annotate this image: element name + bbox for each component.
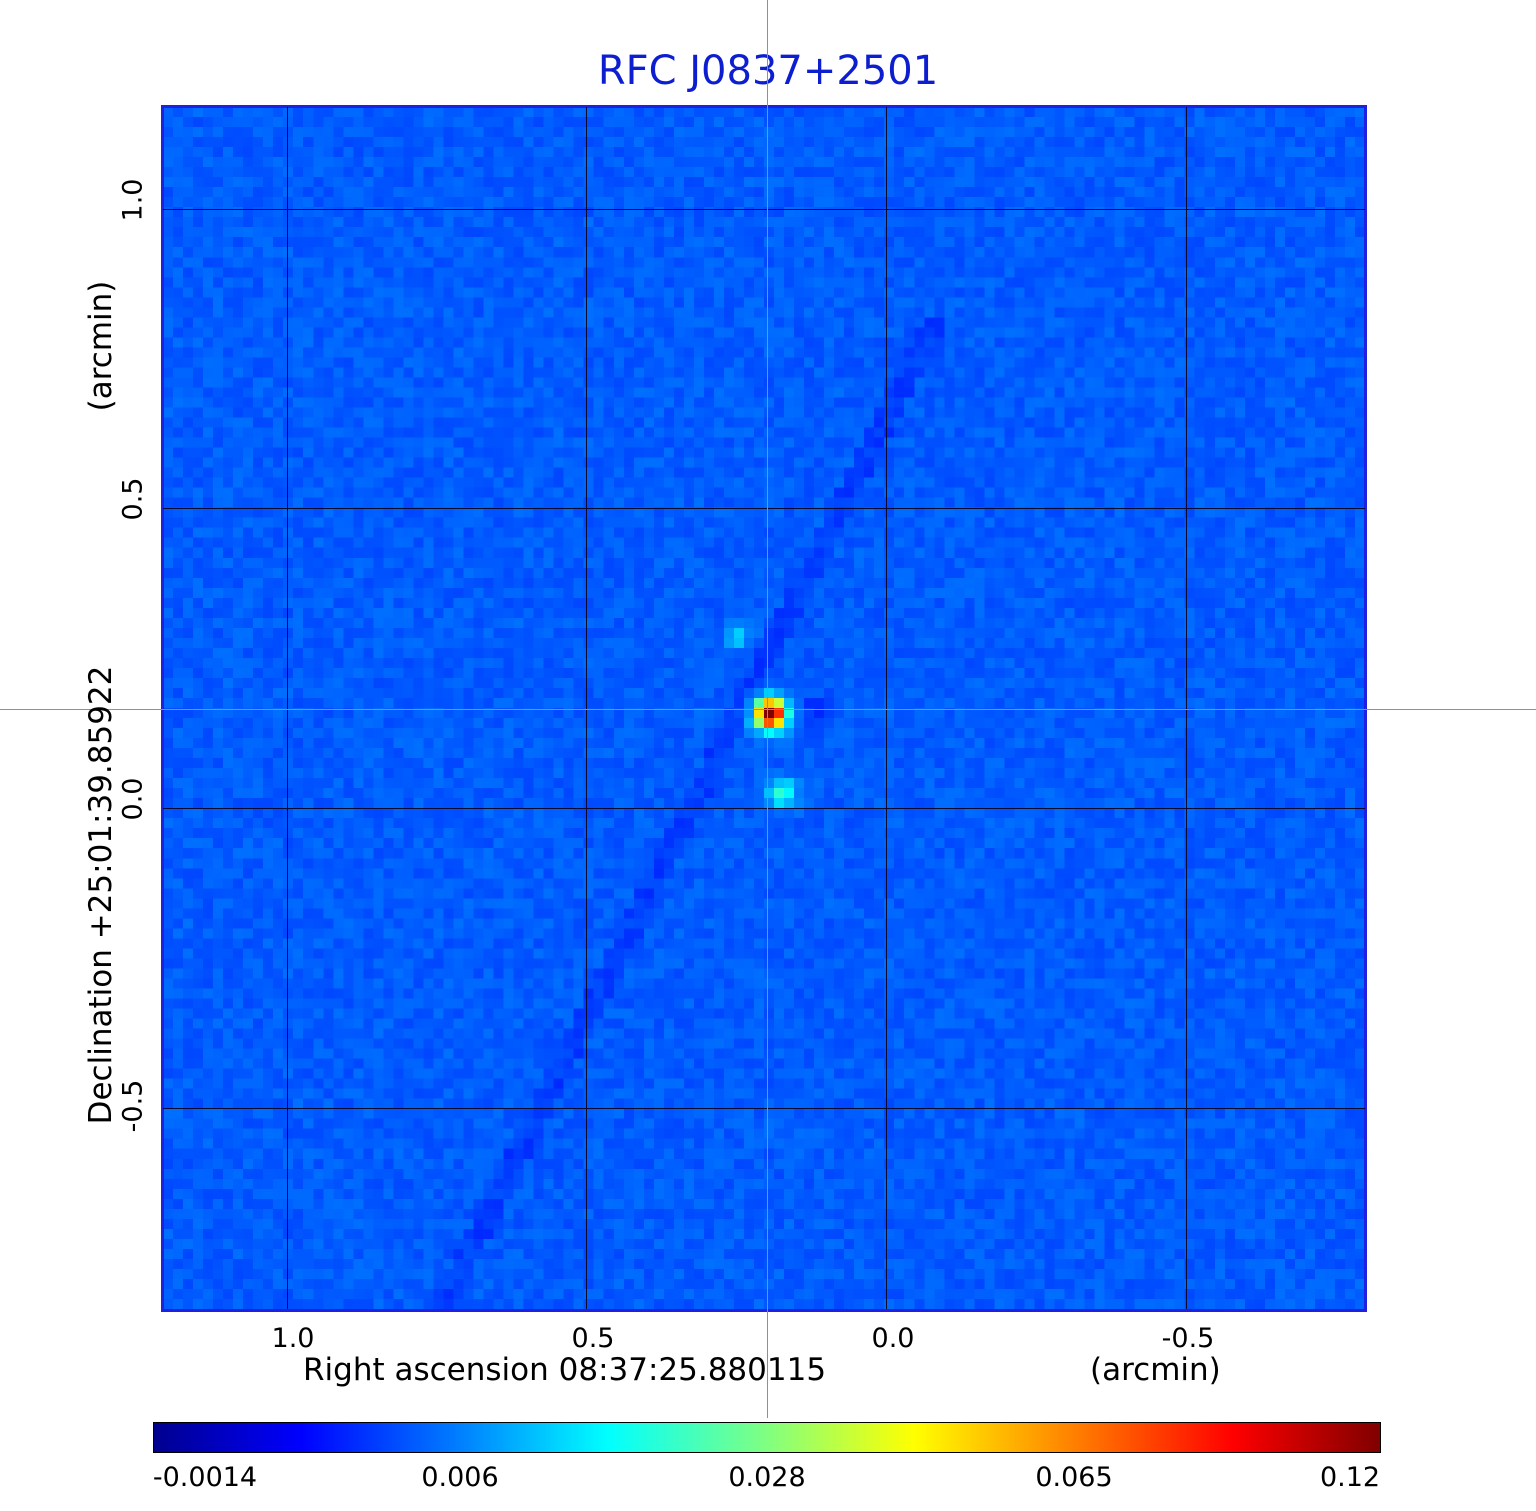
colorbar-tick-label: 0.12: [1319, 1462, 1381, 1493]
grid-line-dec-1.0: [163, 209, 1365, 210]
grid-line-dec-neg0.5: [163, 1108, 1365, 1109]
colorbar-tick-label: 0.028: [728, 1462, 806, 1493]
y-tick-label: 0.0: [117, 777, 149, 821]
y-tick-label: -0.5: [117, 1079, 149, 1133]
x-tick-label: 0.0: [871, 1323, 915, 1354]
grid-line-ra-neg0.5: [1186, 107, 1187, 1309]
colorbar-tick-label: 0.065: [1035, 1462, 1113, 1493]
colorbar: [153, 1422, 1381, 1453]
image-title: RFC J0837+2501: [597, 48, 939, 94]
map-border-bottom: [161, 1309, 1367, 1312]
grid-line-ra-0.0: [886, 107, 887, 1309]
map-border-right: [1364, 105, 1367, 1311]
map-border-left: [161, 105, 164, 1311]
x-tick-label: 0.5: [571, 1323, 615, 1354]
grid-line-dec-0.0: [163, 808, 1365, 809]
y-tick-label: 0.5: [117, 477, 149, 521]
map-border-top: [161, 105, 1367, 108]
x-axis-label: Right ascension 08:37:25.880115: [303, 1352, 827, 1388]
colorbar-tick-label: 0.006: [421, 1462, 499, 1493]
colorbar-tick-label: -0.0014: [152, 1462, 258, 1493]
x-axis-unit: (arcmin): [1090, 1352, 1221, 1388]
x-tick-label: -0.5: [1161, 1323, 1215, 1354]
x-tick-label: 1.0: [271, 1323, 315, 1354]
crosshair-horizontal: [0, 709, 1536, 710]
grid-line-ra-0.5: [586, 107, 587, 1309]
y-axis-unit: (arcmin): [83, 280, 119, 412]
y-axis-label: Declination +25:01:39.85922: [83, 665, 119, 1125]
y-tick-label: 1.0: [117, 178, 149, 222]
grid-line-ra-1.0: [287, 107, 288, 1309]
radio-image-map: [163, 107, 1365, 1309]
grid-line-dec-0.5: [163, 508, 1365, 509]
